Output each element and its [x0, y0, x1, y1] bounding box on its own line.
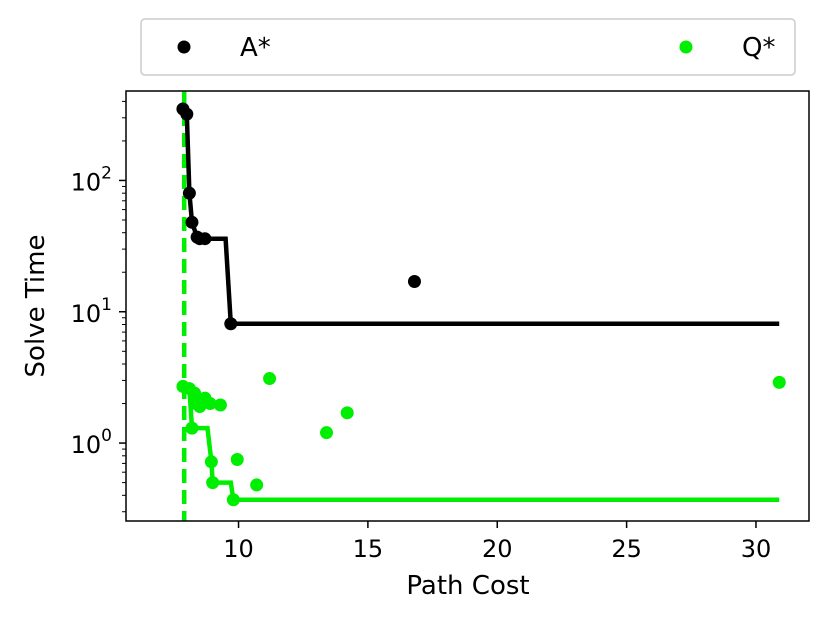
legend-marker-a-star: [177, 40, 191, 54]
x-tick-label: 25: [611, 535, 642, 563]
data-point-q-star: [213, 398, 227, 412]
data-point-q-star: [320, 426, 334, 440]
x-tick-label: 15: [353, 535, 384, 563]
data-point-q-star: [250, 478, 264, 492]
data-point-q-star: [185, 421, 199, 435]
x-tick-label: 30: [741, 535, 772, 563]
data-point-q-star: [772, 375, 786, 389]
legend-marker-q-star: [679, 40, 693, 54]
y-axis: 100 101 102: [71, 100, 126, 513]
series-line-q-star: [182, 384, 780, 503]
x-tick-label: 20: [482, 535, 513, 563]
data-point-q-star: [230, 452, 244, 466]
data-point-a-star: [185, 215, 199, 229]
y-tick-label: 101: [71, 295, 112, 328]
data-point-a-star: [224, 317, 238, 331]
plot-frame: [125, 90, 810, 522]
data-point-q-star: [206, 476, 220, 490]
x-axis-label: Path Cost: [406, 571, 529, 601]
data-point-q-star: [204, 455, 218, 469]
legend-label-q-star: Q*: [742, 33, 775, 63]
legend-label-a-star: A*: [240, 33, 271, 63]
series-line-a-star: [181, 107, 780, 327]
data-point-q-star: [340, 406, 354, 420]
legend-box: [140, 18, 796, 76]
y-tick-label: 102: [71, 163, 112, 196]
data-point-a-star: [180, 107, 194, 121]
legend: A* Q*: [140, 18, 796, 76]
data-point-q-star: [263, 372, 277, 386]
data-point-a-star: [198, 232, 212, 246]
data-point-a-star: [182, 186, 196, 200]
y-axis-label: Solve Time: [21, 235, 51, 378]
x-tick-label: 10: [223, 535, 254, 563]
data-point-a-star: [407, 275, 421, 289]
data-point-q-star: [203, 397, 217, 411]
plot-area: [125, 90, 810, 522]
data-point-q-star: [226, 493, 240, 507]
x-axis: 10 15 20 25 30: [223, 521, 771, 563]
y-tick-label: 100: [71, 426, 112, 459]
